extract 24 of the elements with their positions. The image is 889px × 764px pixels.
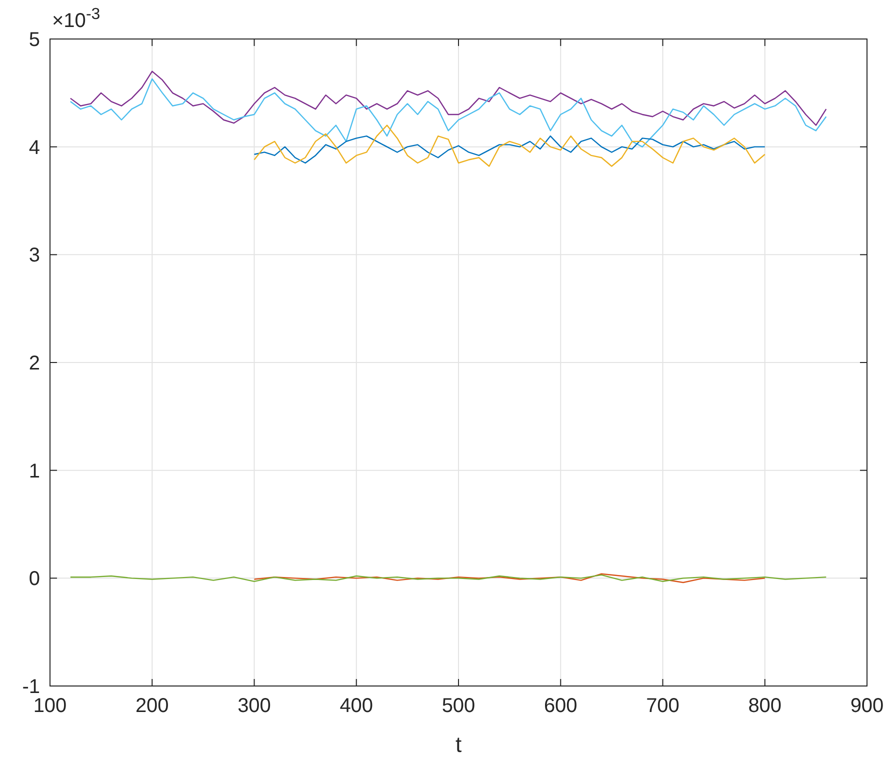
x-tick-label: 700 (646, 695, 680, 717)
y-tick-label: 1 (28, 460, 40, 482)
text: ×10$^{-3}$ (52, 6, 100, 32)
x-tick-label: 100 (33, 695, 67, 717)
y-tick-label: 3 (28, 244, 40, 267)
line-series (70, 574, 827, 582)
line-series (254, 124, 766, 167)
x-tick-label: 900 (850, 695, 884, 717)
line-series (70, 78, 827, 148)
x-tick-label: 800 (748, 695, 782, 717)
y-tick-label: 4 (28, 136, 40, 159)
line-series (70, 70, 827, 126)
line-series (254, 573, 766, 584)
x-tick-label: 300 (238, 695, 271, 717)
x-tick-label: 400 (340, 695, 374, 717)
x-tick-label: 200 (135, 695, 169, 717)
x-axis-title: t (455, 732, 462, 757)
y-tick-label: 0 (28, 568, 40, 590)
y-tick-label: -1 (22, 676, 40, 698)
y-tick-label: 5 (28, 29, 40, 51)
x-tick-label: 500 (442, 695, 476, 717)
y-tick-label: 2 (28, 352, 40, 374)
line-series (254, 135, 766, 164)
x-tick-label: 600 (544, 695, 578, 717)
